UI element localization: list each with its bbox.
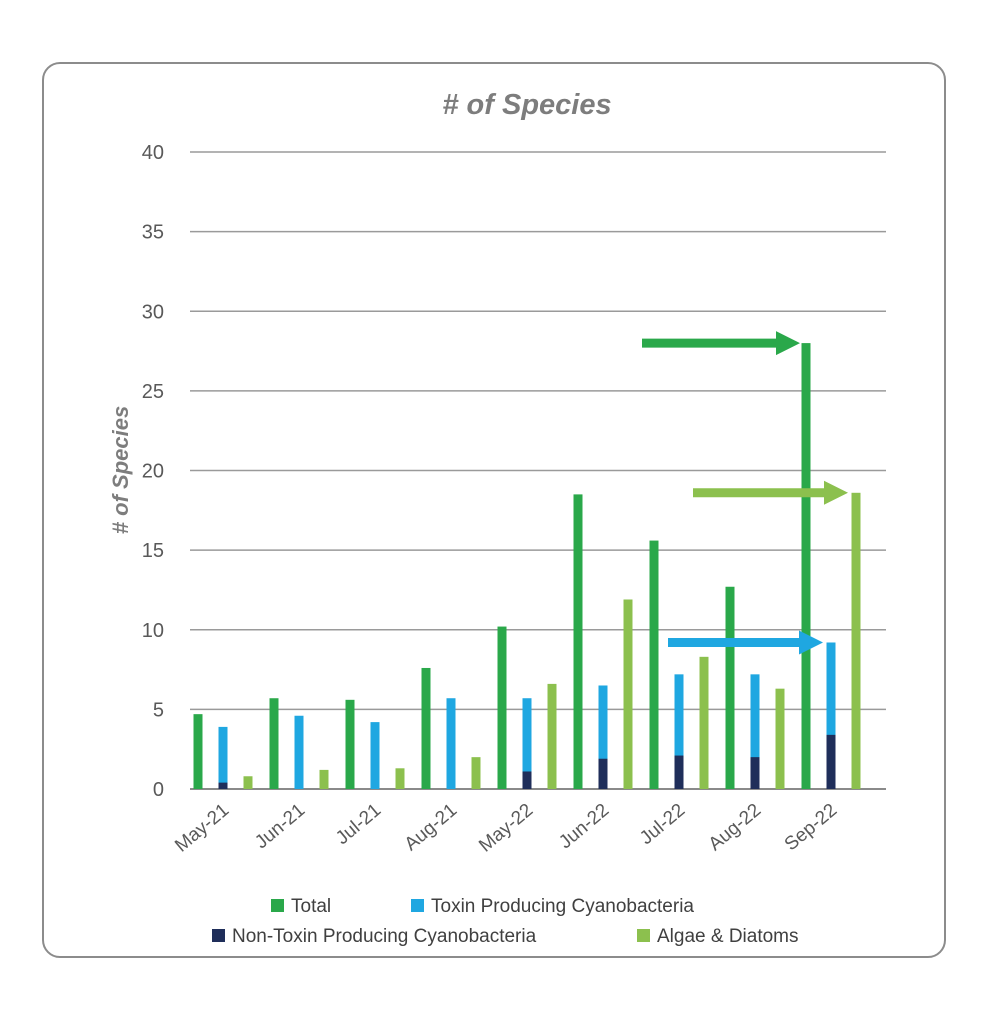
bar-toxin-producing [674,674,684,789]
x-tick-label: Jun-22 [555,800,613,853]
bar-algae-diatoms [699,656,709,789]
x-tick-label: Jul-21 [332,800,385,849]
bar-toxin-producing [598,685,608,789]
bar-algae-diatoms [395,768,405,789]
bar-toxin-producing [826,642,836,789]
legend-item: Non-Toxin Producing Cyanobacteria [212,926,537,947]
bar-toxin-producing [750,674,760,789]
bar-total [725,586,735,789]
bar-non-toxin-producing [598,758,608,789]
x-tick-label: Jun-21 [251,800,309,853]
y-tick-label: 25 [142,381,164,403]
legend-swatch [212,929,225,942]
x-tick-label: Jul-22 [636,800,689,849]
bars [193,343,861,789]
y-tick-label: 20 [142,461,164,483]
legend-item: Algae & Diatoms [637,926,799,947]
legend-label: Algae & Diatoms [657,926,799,947]
bar-toxin-producing [446,698,456,789]
x-tick-label: Aug-22 [705,800,765,855]
y-tick-label: 40 [142,142,164,164]
bar-total [421,667,431,789]
y-tick-label: 5 [153,699,164,721]
chart-title: # of Species [442,89,611,121]
x-tick-label: May-22 [475,800,537,857]
bar-total [573,494,583,789]
legend-label: Toxin Producing Cyanobacteria [431,896,694,917]
bar-non-toxin-producing [522,771,532,789]
y-tick-label: 30 [142,301,164,323]
legend-label: Non-Toxin Producing Cyanobacteria [232,926,537,947]
bar-total [193,714,203,789]
arrow-total [642,331,800,356]
x-tick-label: Aug-21 [401,800,461,855]
y-axis-ticks: 0 5 10 15 20 25 30 35 40 [142,142,164,801]
bar-total [649,540,659,789]
bar-algae-diatoms [851,492,861,789]
gridlines [190,151,886,790]
legend: Total Toxin Producing Cyanobacteria Non-To… [212,896,799,947]
legend-label: Total [291,896,331,917]
arrow-annotations [642,331,848,655]
x-axis-ticks: May-21 Jun-21 Jul-21 Aug-21 May-22 Jun-22 Jul-… [171,800,841,857]
bar-total [269,698,279,789]
x-tick-label: May-21 [171,800,233,857]
bar-toxin-producing [370,722,380,789]
y-tick-label: 15 [142,540,164,562]
arrow-algae-diatoms [693,480,848,505]
chart-card [42,62,946,958]
bar-toxin-producing [522,698,532,789]
bar-algae-diatoms [471,757,481,789]
bar-total [801,343,811,789]
y-tick-label: 10 [142,620,164,642]
bar-algae-diatoms [623,599,633,789]
bar-toxin-producing [218,726,228,789]
bar-total [345,699,355,789]
bar-non-toxin-producing [750,757,760,789]
legend-swatch [637,929,650,942]
bar-toxin-producing [294,715,304,789]
legend-swatch [271,899,284,912]
bar-algae-diatoms [243,776,253,789]
bar-non-toxin-producing [218,782,228,789]
y-tick-label: 0 [153,779,164,801]
legend-swatch [411,899,424,912]
y-tick-label: 35 [142,222,164,244]
legend-item: Toxin Producing Cyanobacteria [411,896,694,917]
y-axis-label: # of Species [108,406,133,534]
bar-total [497,626,507,789]
legend-item: Total [271,896,331,917]
x-tick-label: Sep-22 [781,800,841,855]
arrow-toxin-producing [668,630,823,655]
bar-algae-diatoms [319,769,329,789]
bar-algae-diatoms [775,688,785,789]
bar-algae-diatoms [547,683,557,789]
bar-non-toxin-producing [674,755,684,789]
bar-non-toxin-producing [826,734,836,789]
